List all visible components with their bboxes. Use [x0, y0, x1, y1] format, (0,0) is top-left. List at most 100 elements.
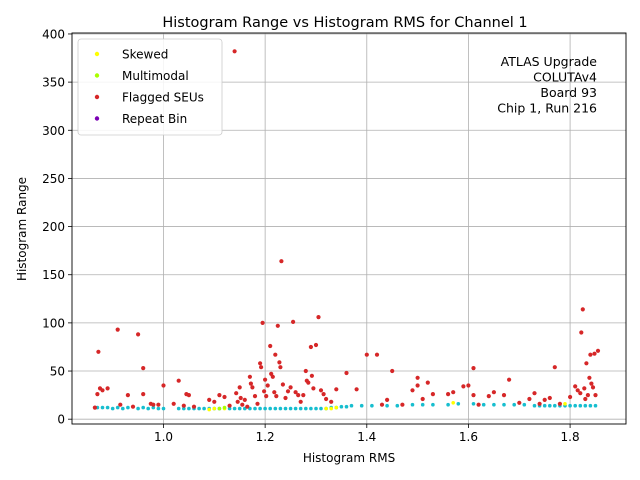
data-point — [141, 405, 145, 410]
data-point — [237, 406, 242, 411]
data-point — [313, 342, 319, 348]
data-point — [590, 385, 596, 390]
data-point — [141, 366, 146, 371]
data-point — [92, 405, 97, 410]
data-point — [481, 402, 486, 407]
data-point — [588, 352, 593, 357]
data-point — [471, 393, 476, 398]
data-point — [265, 383, 270, 388]
data-point — [296, 393, 301, 398]
data-point — [318, 388, 324, 393]
data-point — [507, 377, 512, 382]
data-point — [370, 403, 374, 408]
data-point — [446, 402, 450, 407]
data-point — [110, 406, 115, 411]
annotation-line: COLUTAv4 — [533, 70, 597, 85]
data-point — [582, 386, 587, 391]
data-point — [115, 327, 120, 332]
data-point — [272, 390, 277, 395]
y-tick-label: 0 — [57, 413, 65, 427]
data-point — [161, 383, 166, 388]
data-point — [291, 319, 296, 324]
data-point — [288, 406, 293, 411]
data-point — [324, 396, 329, 402]
data-point — [105, 386, 110, 391]
data-point — [420, 402, 425, 407]
data-point — [578, 403, 583, 408]
data-point — [451, 401, 456, 405]
data-point — [568, 403, 572, 408]
data-point — [181, 403, 186, 408]
y-axis-label: Histogram Range — [15, 177, 29, 281]
legend-marker — [94, 94, 100, 100]
data-point — [512, 402, 516, 407]
y-tick-label: 200 — [42, 220, 65, 234]
data-point — [410, 402, 415, 407]
data-point — [517, 400, 522, 405]
data-point — [182, 406, 186, 411]
data-point — [151, 402, 156, 407]
data-point — [262, 389, 267, 394]
data-point — [359, 403, 364, 408]
data-point — [583, 396, 588, 402]
data-point — [309, 406, 313, 411]
data-point — [573, 403, 577, 408]
data-point — [232, 49, 237, 54]
y-tick-label: 250 — [42, 172, 65, 186]
data-point — [583, 403, 588, 408]
legend-label: Flagged SEUs — [122, 91, 204, 105]
data-point — [552, 365, 557, 370]
y-tick-label: 300 — [42, 124, 65, 138]
data-point — [136, 406, 140, 411]
data-point — [126, 405, 130, 410]
data-point — [425, 380, 430, 385]
data-point — [311, 386, 316, 391]
data-point — [579, 330, 584, 335]
data-point — [222, 394, 227, 400]
data-point — [344, 404, 349, 409]
data-point — [151, 405, 156, 410]
data-point — [532, 391, 537, 396]
data-point — [207, 397, 212, 402]
data-point — [202, 406, 206, 411]
data-point — [240, 402, 245, 407]
y-tick-label: 350 — [42, 76, 65, 90]
data-point — [279, 259, 284, 264]
data-point — [118, 402, 123, 407]
legend: Skewed Multimodal Flagged SEUs Repeat Bin — [77, 38, 223, 136]
data-point — [410, 388, 415, 393]
data-point — [278, 406, 283, 411]
data-point — [537, 401, 542, 406]
data-point — [580, 307, 585, 312]
data-point — [176, 406, 181, 411]
data-point — [334, 387, 339, 392]
data-point — [324, 406, 328, 411]
data-point — [415, 375, 420, 380]
data-point — [136, 332, 141, 337]
data-point — [187, 406, 191, 411]
data-point — [234, 391, 239, 396]
data-point — [585, 393, 591, 398]
legend-marker — [94, 73, 100, 78]
data-point — [573, 384, 578, 389]
data-point — [298, 399, 303, 404]
data-point — [197, 406, 201, 411]
data-points — [92, 49, 601, 412]
data-point — [595, 348, 601, 353]
data-point — [258, 361, 263, 366]
data-point — [264, 394, 269, 399]
chart-title: Histogram Range vs Histogram RMS for Cha… — [162, 15, 527, 31]
data-point — [471, 366, 476, 371]
data-point — [278, 365, 283, 370]
data-point — [395, 403, 400, 408]
data-point — [263, 406, 267, 411]
data-point — [575, 388, 580, 393]
data-point — [584, 361, 589, 366]
data-point — [466, 383, 471, 388]
data-point — [329, 399, 334, 404]
data-point — [589, 381, 594, 386]
data-point — [115, 405, 120, 410]
data-point — [502, 402, 506, 407]
data-point — [298, 406, 303, 411]
